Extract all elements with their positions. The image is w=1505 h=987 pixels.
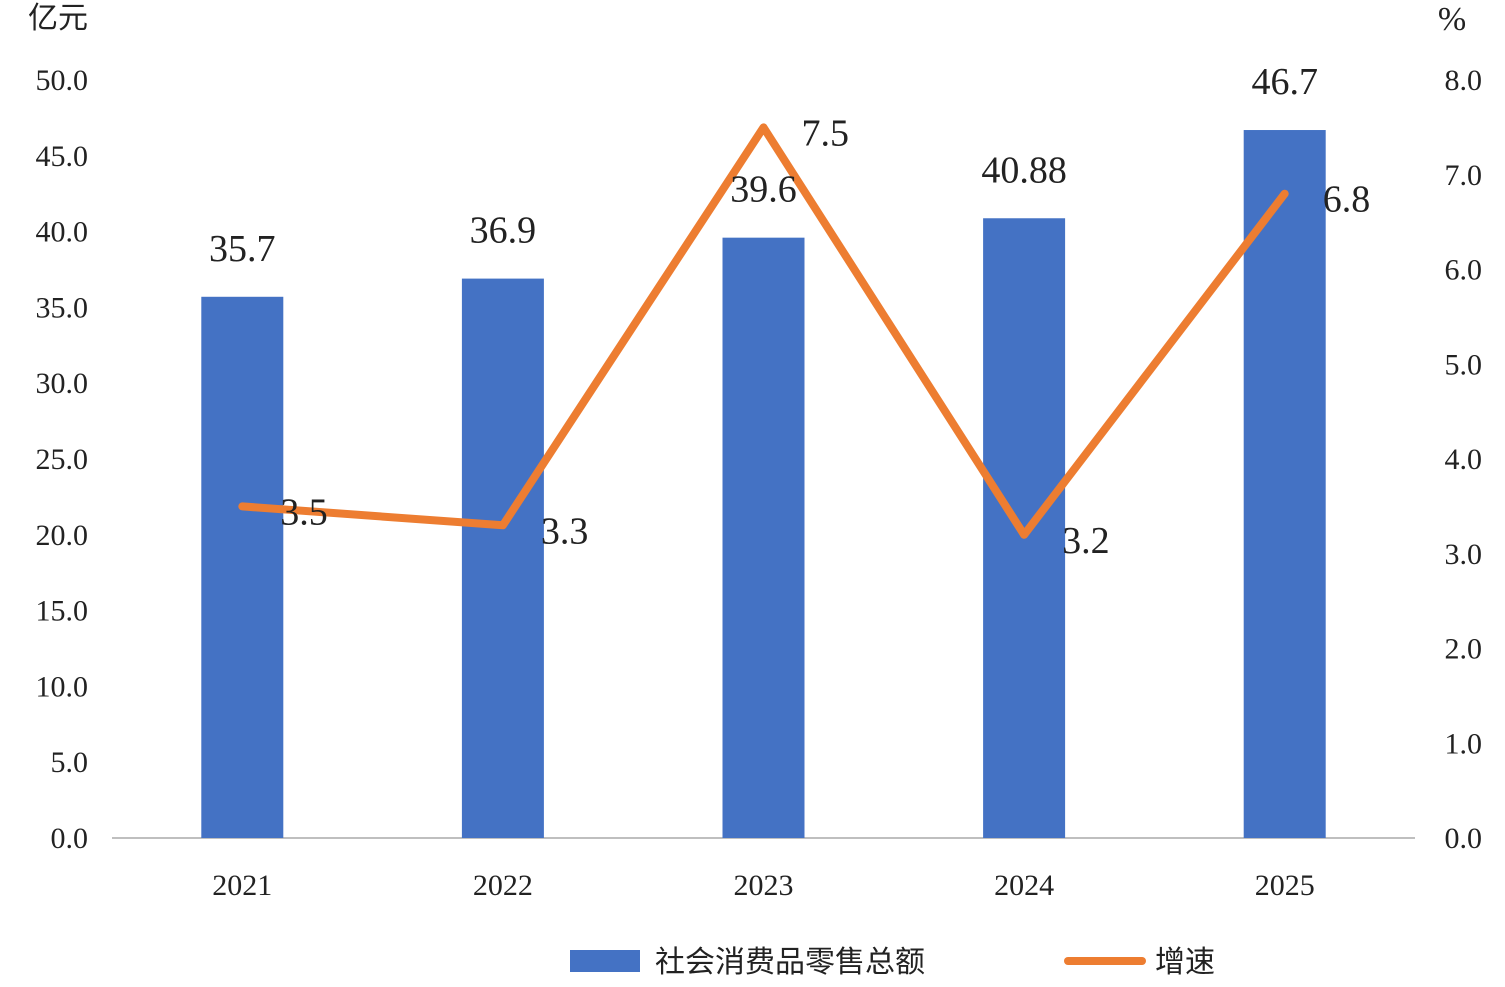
line-data-label: 6.8: [1323, 179, 1371, 221]
right-axis-ticks: 0.0 1.0 2.0 3.0 4.0 5.0 6.0 7.0 8.0: [1445, 64, 1483, 855]
bar: [722, 237, 805, 838]
left-tick-label: 50.0: [36, 64, 89, 97]
left-tick-label: 5.0: [51, 746, 89, 779]
line-data-label: 3.2: [1062, 520, 1110, 562]
left-tick-label: 35.0: [36, 291, 89, 324]
right-tick-label: 6.0: [1445, 254, 1483, 287]
left-tick-label: 40.0: [36, 216, 89, 249]
bar-data-label: 40.88: [981, 149, 1067, 191]
line-data-labels: 3.5 3.3 7.5 3.2 6.8: [280, 112, 1370, 561]
right-tick-label: 7.0: [1445, 159, 1483, 192]
category-label: 2024: [994, 869, 1054, 902]
right-tick-label: 8.0: [1445, 64, 1483, 97]
right-tick-label: 3.0: [1445, 538, 1483, 571]
growth-line: [238, 123, 1289, 539]
bar-data-label: 36.9: [470, 210, 537, 252]
bar: [461, 278, 544, 838]
left-tick-label: 45.0: [36, 140, 89, 173]
left-tick-label: 25.0: [36, 443, 89, 476]
left-tick-label: 30.0: [36, 367, 89, 400]
line-data-label: 3.3: [541, 510, 589, 552]
right-tick-label: 1.0: [1445, 727, 1483, 760]
bar-data-label: 46.7: [1251, 61, 1318, 103]
left-tick-label: 0.0: [51, 822, 89, 855]
legend-swatch-bar: [570, 950, 640, 972]
legend: 社会消费品零售总额 增速: [570, 945, 1215, 980]
left-tick-label: 15.0: [36, 595, 89, 628]
bar-series: [201, 130, 1326, 839]
line-data-label: 7.5: [802, 112, 850, 154]
right-tick-label: 0.0: [1445, 822, 1483, 855]
bar: [1243, 130, 1326, 838]
category-label: 2021: [212, 869, 272, 902]
bar-data-labels: 35.7 36.9 39.6 40.88 46.7: [209, 61, 1318, 270]
bar: [201, 296, 284, 839]
bar-data-label: 39.6: [730, 169, 797, 211]
left-axis-ticks: 0.0 5.0 10.0 15.0 20.0 25.0 30.0 35.0 40.0 45.0 50…: [36, 64, 89, 855]
line-data-label: 3.5: [280, 491, 328, 533]
legend-label-line: 增速: [1155, 945, 1215, 980]
right-tick-label: 4.0: [1445, 443, 1483, 476]
left-tick-label: 10.0: [36, 670, 89, 703]
left-axis-unit: 亿元: [28, 1, 88, 36]
line-series: [238, 123, 1289, 539]
left-tick-label: 20.0: [36, 519, 89, 552]
bar-data-label: 35.7: [209, 228, 276, 270]
legend-label-bar: 社会消费品零售总额: [655, 945, 925, 980]
category-labels: 2021 2022 2023 2024 2025: [212, 869, 1314, 902]
category-label: 2022: [473, 869, 533, 902]
right-tick-label: 5.0: [1445, 348, 1483, 381]
category-label: 2023: [734, 869, 794, 902]
category-label: 2025: [1255, 869, 1315, 902]
right-tick-label: 2.0: [1445, 633, 1483, 666]
right-axis-unit: %: [1438, 1, 1466, 38]
